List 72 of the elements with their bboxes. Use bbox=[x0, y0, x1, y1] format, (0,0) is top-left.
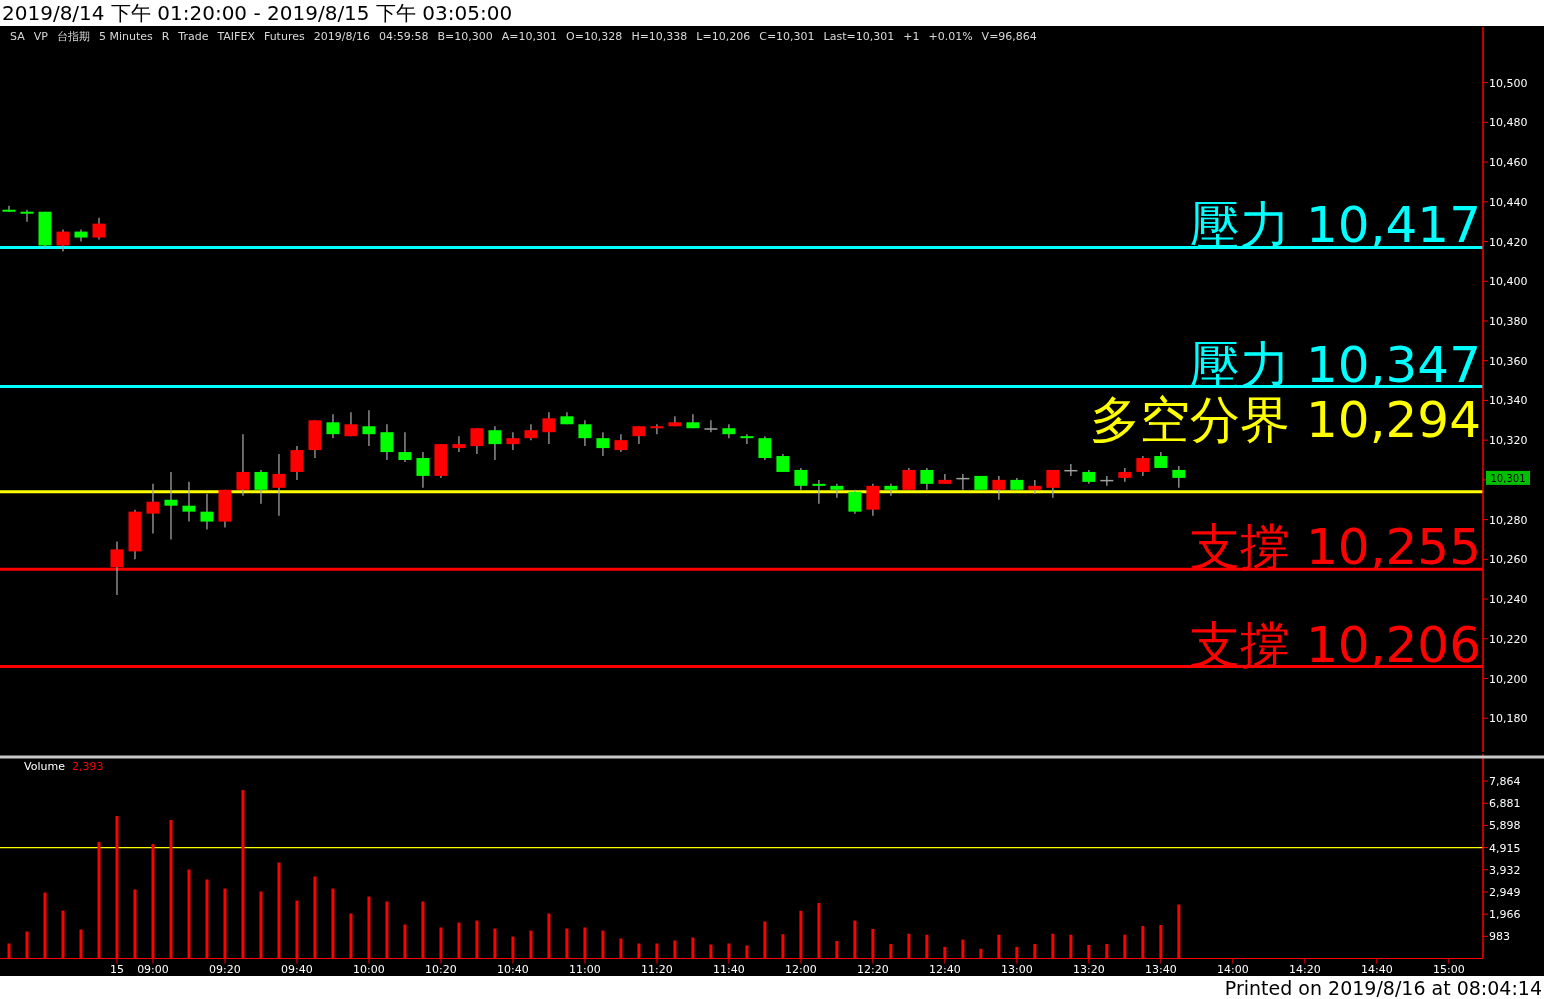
y-tick-label: 10,320 bbox=[1489, 434, 1528, 448]
y-tick-label: 10,420 bbox=[1489, 235, 1528, 249]
x-tick-label: 14:00 bbox=[1216, 962, 1249, 976]
x-tick-label: 12:20 bbox=[857, 962, 889, 976]
y-tick-label: 4,915 bbox=[1489, 841, 1521, 855]
annotation: 04:59:58 bbox=[379, 30, 429, 43]
chart-title: 2019/8/14 下午 01:20:00 - 2019/8/15 下午 03:05:00 bbox=[2, 1, 513, 25]
annotation: L=10,206 bbox=[696, 30, 751, 43]
annotation: R bbox=[161, 30, 170, 43]
y-tick-label: 1,966 bbox=[1489, 908, 1521, 922]
x-tick-label: 10:40 bbox=[497, 962, 529, 976]
annotation: 台指期 bbox=[56, 30, 90, 43]
annotation: V=96,864 bbox=[981, 30, 1037, 43]
y-tick-label: 983 bbox=[1489, 930, 1510, 944]
x-tick-label: 09:40 bbox=[281, 962, 313, 976]
y-tick-label: 10,260 bbox=[1489, 553, 1528, 567]
x-tick-label: 11:20 bbox=[641, 962, 673, 976]
y-tick-label: 5,898 bbox=[1489, 819, 1521, 833]
annotation: 2,393 bbox=[72, 760, 104, 773]
annotation: 2019/8/16 bbox=[313, 30, 371, 43]
annotation: Trade bbox=[177, 30, 209, 43]
annotation: VP bbox=[33, 30, 49, 43]
x-tick-label: 09:20 bbox=[209, 962, 241, 976]
annotation: TAIFEX bbox=[216, 30, 256, 43]
x-tick-label: 13:20 bbox=[1073, 962, 1105, 976]
annotation: B=10,300 bbox=[437, 30, 493, 43]
y-tick-label: 10,220 bbox=[1489, 632, 1528, 646]
annotation: +0.01% bbox=[928, 30, 973, 43]
y-tick-label: 10,500 bbox=[1489, 76, 1528, 90]
x-tick-label: 14:20 bbox=[1288, 962, 1321, 976]
annotation: +1 bbox=[903, 30, 920, 43]
annotation: 10,301 bbox=[1490, 472, 1526, 484]
annotation: A=10,301 bbox=[501, 30, 557, 43]
y-tick-label: 10,280 bbox=[1489, 513, 1528, 527]
x-tick-label: 14:40 bbox=[1360, 962, 1393, 976]
x-tick-label: 12:40 bbox=[929, 962, 961, 976]
annotation: O=10,328 bbox=[566, 30, 623, 43]
x-tick-label: 10:00 bbox=[353, 962, 385, 976]
y-tick-label: 10,180 bbox=[1489, 712, 1528, 726]
x-tick-label: 09:00 bbox=[137, 962, 169, 976]
annotation: Futures bbox=[263, 30, 305, 43]
y-tick-label: 10,380 bbox=[1489, 314, 1528, 328]
x-tick-label: 15:00 bbox=[1432, 962, 1465, 976]
y-tick-label: 2,949 bbox=[1489, 885, 1521, 899]
x-tick-label: 13:00 bbox=[1001, 962, 1033, 976]
x-tick-label: 10:20 bbox=[425, 962, 457, 976]
x-tick-label: 11:00 bbox=[569, 962, 601, 976]
annotation: H=10,338 bbox=[631, 30, 688, 43]
y-tick-label: 6,881 bbox=[1489, 797, 1521, 811]
annotation: Last=10,301 bbox=[823, 30, 895, 43]
y-tick-label: 7,864 bbox=[1489, 775, 1521, 789]
annotation: 5 Minutes bbox=[98, 30, 153, 43]
y-tick-label: 10,480 bbox=[1489, 116, 1528, 130]
y-tick-label: 10,240 bbox=[1489, 593, 1528, 607]
x-tick-label: 12:00 bbox=[785, 962, 817, 976]
x-tick-label: 13:40 bbox=[1144, 962, 1177, 976]
x-tick-label: 11:40 bbox=[713, 962, 745, 976]
y-tick-label: 10,340 bbox=[1489, 394, 1528, 408]
ref-line-label: 支撐 10,255 bbox=[1190, 518, 1481, 577]
y-tick-label: 10,200 bbox=[1489, 672, 1528, 686]
annotation: SA bbox=[10, 30, 26, 43]
y-tick-label: 10,360 bbox=[1489, 354, 1528, 368]
y-tick-label: 10,400 bbox=[1489, 275, 1528, 289]
annotation: C=10,301 bbox=[759, 30, 815, 43]
y-tick-label: 3,932 bbox=[1489, 863, 1521, 877]
chart-title: Volume bbox=[24, 760, 66, 773]
y-tick-label: 10,440 bbox=[1489, 195, 1528, 209]
ref-line-label: 壓力 10,417 bbox=[1190, 196, 1481, 255]
y-tick-label: 10,460 bbox=[1489, 156, 1528, 170]
ref-line-label: 多空分界 10,294 bbox=[1090, 391, 1481, 450]
text: Printed on 2019/8/16 at 08:04:14 bbox=[1224, 977, 1542, 999]
x-tick-label: 15 bbox=[109, 962, 124, 976]
